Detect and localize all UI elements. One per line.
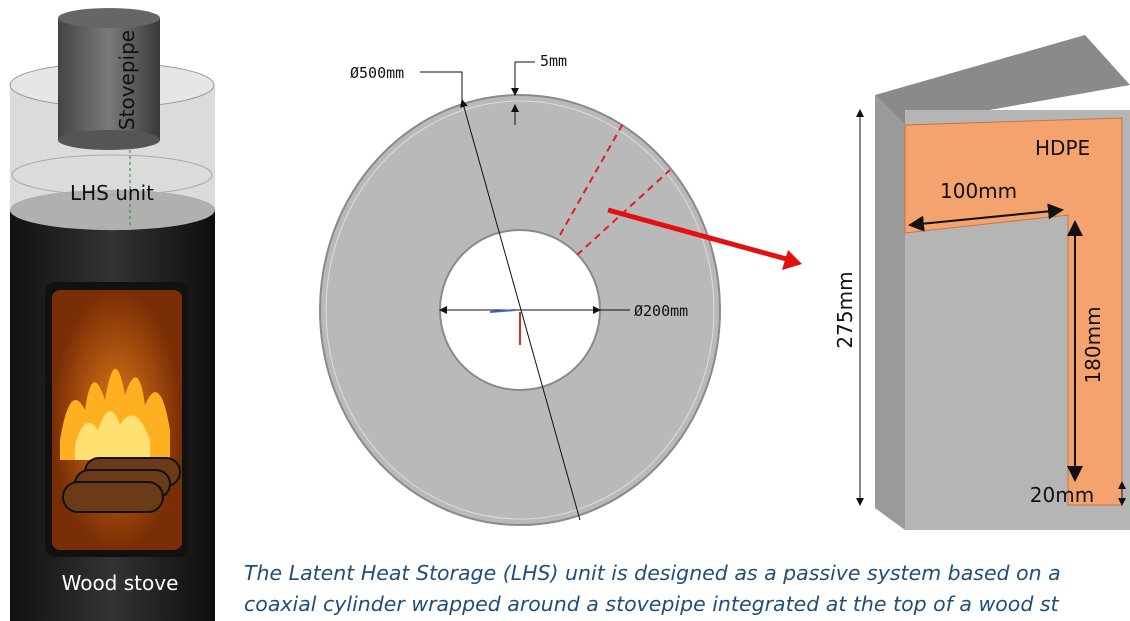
stovepipe-label: Stovepipe <box>115 30 139 130</box>
caption-line: coaxial cylinder wrapped around a stovep… <box>244 592 1060 616</box>
outer-diameter: Ø500mm <box>350 64 404 82</box>
caption-line: The Latent Heat Storage (LHS) unit is de… <box>244 561 1061 585</box>
stove: LHS unit Stovepipe Wood stove <box>9 8 215 621</box>
inner-diameter: Ø200mm <box>634 302 688 320</box>
inner-height-label: 180mm <box>1081 306 1105 383</box>
lhs-unit-label: LHS unit <box>70 181 154 205</box>
block: HDPE 100mm 275mm 180mm 20mm <box>833 35 1130 530</box>
material-label: HDPE <box>1035 136 1090 160</box>
width-label: 100mm <box>940 179 1017 203</box>
height-label: 275mm <box>833 271 857 348</box>
cross-section: Ø500mm 5mm Ø200mm <box>318 52 802 526</box>
wood-stove-label: Wood stove <box>62 571 179 595</box>
wall-thickness: 5mm <box>540 52 567 70</box>
bottom-label: 20mm <box>1030 483 1094 507</box>
